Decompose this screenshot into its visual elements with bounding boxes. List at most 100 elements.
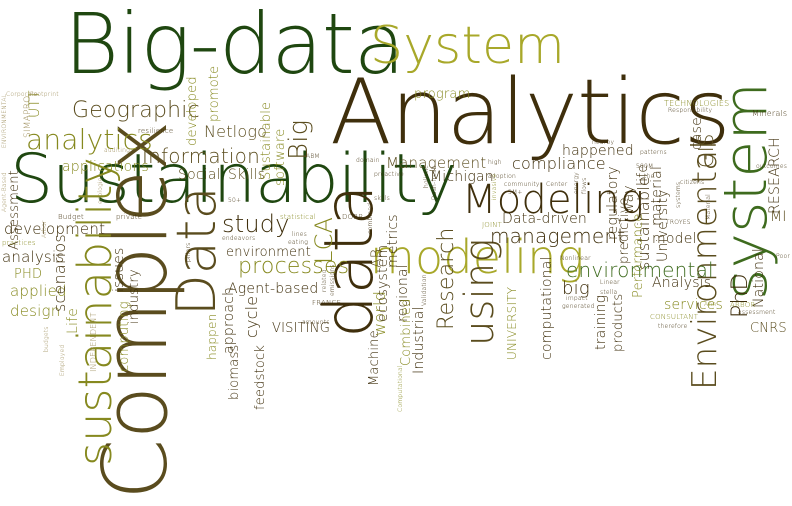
word-applied: applied (10, 282, 67, 300)
word-industrial: Industrial (411, 306, 427, 374)
word-flows: flows (581, 177, 588, 194)
word-environment: environment (226, 245, 311, 260)
word-minerals: Minerals (752, 109, 788, 118)
word-products: products (611, 293, 626, 352)
word-university-caps: UNIVERSITY (505, 286, 519, 360)
word-issues: issues (111, 247, 127, 292)
word-generated: generated (562, 303, 595, 310)
word-design: design (10, 302, 61, 320)
word-computing: computing (117, 301, 132, 372)
word-systems: systems (675, 181, 682, 208)
word-abm: ABM (306, 153, 320, 160)
word-energy: energy (573, 172, 580, 194)
word-social: Social (178, 167, 221, 183)
word-cnrs: CNRS (750, 321, 787, 336)
word-analysis: analysis (2, 248, 65, 266)
word-budgets: budgets (43, 326, 50, 352)
word-patterns: patterns (640, 149, 667, 156)
word-stella: stella (600, 289, 618, 296)
word-analysis-cap: Analysis (652, 275, 712, 291)
word-simapro: SIMAPRO (23, 95, 33, 138)
word-practices: practices (2, 239, 36, 247)
word-ann: Ann (704, 301, 717, 308)
word-big-lower: big (562, 278, 590, 299)
word-environmental-caps: ENVIRONMENTAL (1, 93, 8, 148)
word-training: training (593, 294, 609, 350)
word-management-cap: Management (386, 154, 487, 172)
word-arbor: ARBOR (730, 301, 756, 309)
word-processes: processes (238, 254, 350, 279)
word-lines: lines (292, 231, 307, 238)
word-developed: developed (185, 76, 200, 146)
word-proactive: proactive (374, 171, 404, 178)
word-cycle: cycle (242, 295, 261, 338)
word-therefore: therefore (658, 323, 688, 330)
word-joint: JOINT (482, 221, 503, 229)
word-ecologies: ecologies (97, 174, 104, 204)
word-information: Information (142, 144, 260, 168)
word-feedstock: feedstock (253, 344, 268, 410)
word-france: FRANCE (312, 299, 342, 307)
word-environmental-lower: environmental (566, 258, 714, 282)
word-fifty-plus: 50+ (228, 197, 242, 204)
word-amounts: amounts (302, 319, 330, 326)
word-analytics: Analytics (330, 60, 731, 165)
word-happened: happened (562, 143, 634, 159)
word-skills-small: skills (374, 195, 390, 202)
word-ab: AB (369, 248, 385, 268)
word-corporate: Corporate (6, 91, 38, 98)
word-promote: promote (207, 65, 222, 122)
word-five-m: 5M+ (508, 189, 523, 196)
word-program: program (414, 87, 471, 102)
word-software: software (273, 128, 288, 186)
word-budget: Budget (58, 213, 84, 221)
word-analytics-lower: analytics (26, 123, 153, 156)
word-adoption: adoption (488, 173, 517, 180)
word-assessment: Assessment (7, 170, 22, 250)
word-responsibility: Responsibility (668, 107, 713, 114)
word-high: high (488, 159, 502, 166)
word-employed: Employed (59, 344, 66, 376)
word-modeling: modeling (370, 230, 585, 284)
word-endeavors: endeavors (222, 235, 256, 242)
word-using: using (457, 238, 503, 346)
word-citizens: citizens (680, 179, 705, 186)
word-technologies: TECHNOLOGIES (664, 99, 730, 108)
word-material-small: Material (705, 194, 712, 220)
word-way: way (621, 185, 637, 214)
word-system: System (370, 16, 566, 76)
word-dorr: DORR (342, 213, 364, 221)
word-development: development (4, 220, 106, 238)
word-study: study (222, 210, 290, 238)
word-gis: GIS (694, 133, 718, 168)
word-sustainability: Sustainability (10, 140, 457, 219)
word-computational: computational (539, 256, 555, 360)
word-emissions: emissions (329, 264, 336, 296)
word-outcomes: outcomes (756, 163, 788, 170)
word-nonlinear: Nonlinear (560, 255, 591, 262)
word-applications: applications (62, 159, 149, 175)
word-resilience: resilience (138, 127, 174, 135)
word-research: Research (434, 227, 459, 330)
word-netlogo: Netlogo (204, 122, 268, 141)
word-data-driven: Data-driven (502, 211, 587, 227)
word-model: model (652, 231, 697, 247)
word-geographic: Geographic (72, 98, 200, 123)
word-assessment-small: assessment (738, 309, 776, 316)
word-consultant: CONSULTANT (650, 313, 699, 321)
word-independent: INDEPENDENT (89, 312, 98, 372)
word-biomass: biomass (227, 344, 242, 400)
word-national: National (751, 248, 767, 308)
word-statistical: statistical (280, 213, 316, 221)
word-troyes: TROYES (666, 219, 691, 226)
word-validation: Validation (421, 274, 428, 306)
word-auditing: auditing (104, 147, 130, 154)
word-agent-based: Agent-based (228, 281, 319, 297)
word-data-cap: Data (165, 186, 228, 316)
word-the: the (644, 173, 655, 180)
word-related: related (321, 269, 328, 292)
word-phd-caps: PHD (14, 267, 43, 282)
word-footprint: Footprint (30, 91, 59, 98)
word-services: services (664, 297, 724, 313)
